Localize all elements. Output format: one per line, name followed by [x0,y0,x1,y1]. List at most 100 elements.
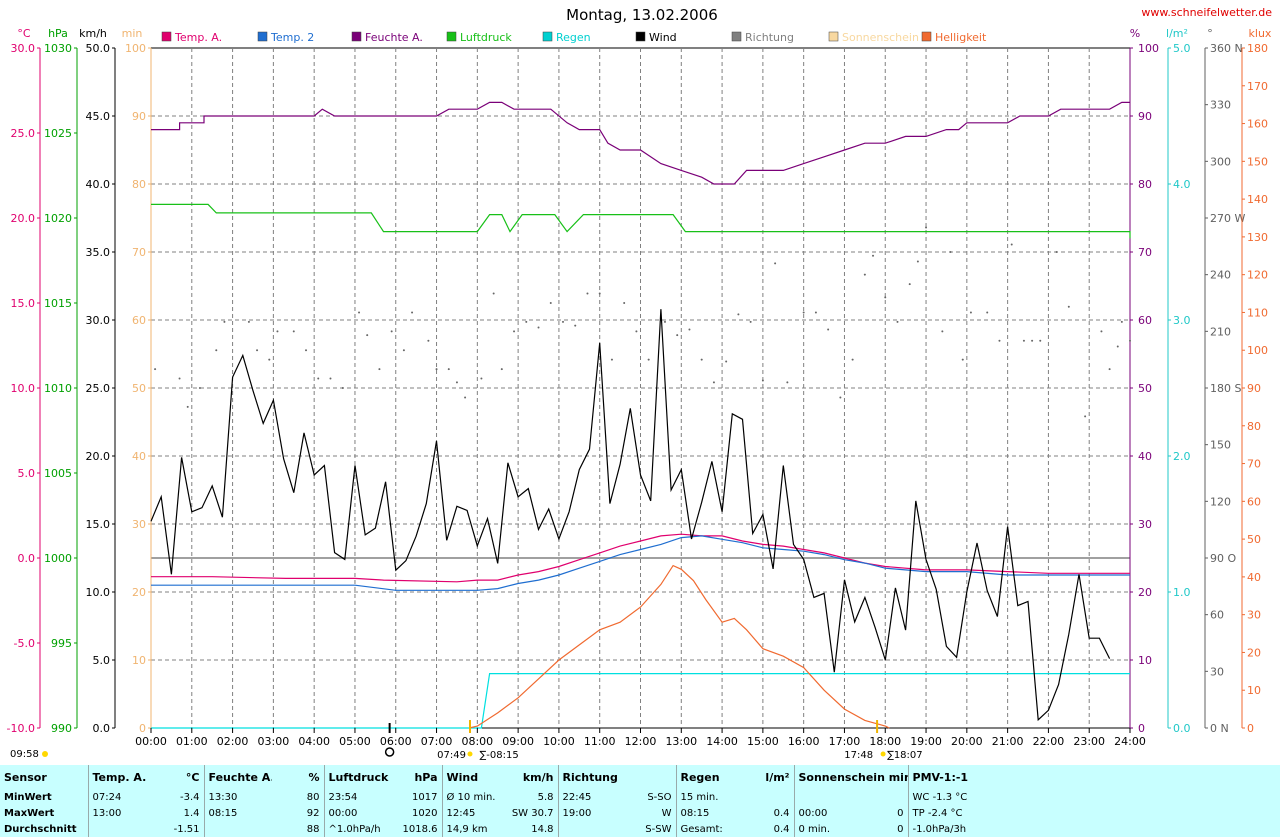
legend-label: Richtung [745,31,794,44]
hum-time [203,821,272,837]
wind-value: 14.8 [531,823,554,835]
direction-axis-tick-label: 270 W [1210,212,1245,225]
direction-point [464,396,467,399]
direction-axis-tick-label: 150 [1210,439,1231,452]
unit-label: ° [1207,27,1213,40]
direction-point [317,377,320,380]
chart-title: Montag, 13.02.2006 [566,6,718,24]
sunshine-axis-tick-label: 50 [132,382,146,395]
dir-value: S-SW [645,823,672,835]
temp-axis-tick-label: -10.0 [7,722,35,735]
time-tick-label: 01:00 [176,735,208,748]
direction-point [247,320,250,323]
direction-point [635,330,638,333]
humidity-axis-tick-label: 40 [1138,450,1152,463]
humidity-axis-tick-label: 50 [1138,382,1152,395]
brightness-axis-tick-label: 120 [1247,269,1268,282]
direction-point [1084,415,1087,418]
direction-point [427,339,430,342]
direction-point [378,368,381,371]
time-tick-label: 08:00 [461,735,493,748]
rain-axis-tick-label: 0.0 [1173,722,1191,735]
pressure-axis-tick-label: 1010 [44,382,72,395]
direction-point [480,377,483,380]
direction-point [851,358,854,361]
direction-point [223,320,226,323]
legend-label: Temp. 2 [270,31,314,44]
wind-axis-tick-label: 20.0 [86,450,111,463]
direction-point [561,320,564,323]
time-tick-label: 06:00 [380,735,412,748]
sunset-icon [880,751,886,757]
row-label: MinWert [4,792,52,804]
direction-point [949,251,952,253]
brightness-axis-tick-label: 170 [1247,80,1268,93]
humidity-axis-tick-label: 90 [1138,110,1152,123]
humidity-axis-tick-label: 10 [1138,654,1152,667]
sunrise2-label: ∑-08:15 [480,750,519,761]
wind-label: 12:45 [441,805,506,822]
brightness-axis-tick-label: 180 [1247,42,1268,55]
rain-axis-tick-label: 3.0 [1173,314,1191,327]
unit-label: °C [17,27,31,40]
direction-point [663,320,666,323]
legend-label: Sonnenschein [842,31,919,44]
sunshine-axis-tick-label: 10 [132,654,146,667]
direction-point [774,262,777,265]
temp-axis-tick-label: -5.0 [14,637,35,650]
temp-time: 07:24 [87,790,154,806]
wind-axis-tick-label: 35.0 [86,246,111,259]
hum-time: 13:30 [203,790,272,806]
legend-label: Luftdruck [460,31,512,44]
direction-point [1129,339,1131,342]
brightness-axis-tick-label: 0 [1247,722,1254,735]
wind-axis-tick-label: 15.0 [86,518,111,531]
time-tick-label: 05:00 [339,735,371,748]
direction-point [178,377,181,380]
dir-value: W [661,807,672,819]
temp-value: 1.4 [183,807,200,819]
legend-label: Temp. A. [174,31,222,44]
hdr-pressure: Luftdruck [323,765,392,791]
sunshine-axis-tick-label: 20 [132,586,146,599]
direction-point [537,326,540,329]
weather-chart: Montag, 13.02.2006 www.schneifelwetter.d… [7,6,1273,761]
series-layer [150,101,1131,729]
brightness-axis-tick-label: 70 [1247,458,1261,471]
sun-value: 0 [897,823,904,835]
wind-axis-tick-label: 40.0 [86,178,111,191]
sunshine-axis-tick-label: 60 [132,314,146,327]
brightness-axis-tick-label: 30 [1247,609,1261,622]
direction-axis-tick-label: 300 [1210,155,1231,168]
humidity-axis-tick-label: 20 [1138,586,1152,599]
brightness-axis-tick-label: 140 [1247,193,1268,206]
direction-point [863,273,866,276]
direction-point [1120,320,1123,323]
update-time: 09:58 [10,749,39,760]
direction-axis-tick-label: 90 O [1210,552,1236,565]
direction-point [341,387,344,389]
rain-label: 15 min. [675,790,744,806]
hdr-temp: Temp. A. [87,765,154,791]
direction-point [839,396,842,399]
humidity-axis-tick-label: 0 [1138,722,1145,735]
direction-point [513,330,516,333]
direction-point [908,283,911,286]
sunshine-axis-tick-label: 100 [125,42,146,55]
press-value: 1017 [412,792,438,804]
temp-value: -1.51 [173,823,200,835]
legend-label: Regen [556,31,591,44]
site-url[interactable]: www.schneifelwetter.de [1141,6,1272,19]
hdr-humidity: Feuchte A. [203,765,272,791]
hum-value: 80 [306,792,320,804]
time-axis: 00:00 01:00 02:00 03:00 04:00 05:00 06:00 07:00… [135,728,1146,748]
hdr-humidity-unit: % [308,771,320,785]
brightness-axis-tick-label: 20 [1247,646,1261,659]
legend-label: Wind [649,31,677,44]
direction-point [276,330,279,333]
hdr-sunshine: Sonnenschein min [793,765,909,791]
hdr-direction: Richtung [557,765,626,791]
time-tick-label: 15:00 [747,735,779,748]
press-time: ^1.0hPa/h [323,821,392,837]
hdr-wind: Wind [441,765,506,791]
